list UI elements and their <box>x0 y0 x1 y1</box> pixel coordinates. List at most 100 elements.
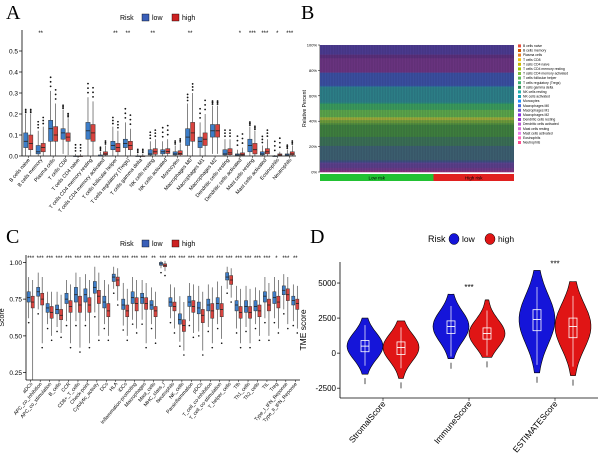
A-outlier-low <box>224 135 226 138</box>
A-outlier-high <box>154 132 157 135</box>
A-sig-10: ** <box>150 31 155 37</box>
A-outlier-low <box>24 110 27 112</box>
B-band-18 <box>320 163 514 169</box>
A-outlier-high <box>266 132 269 135</box>
B-band-12 <box>320 123 514 126</box>
A-outlier-low <box>161 135 164 138</box>
C-box-low <box>121 298 126 310</box>
A-outlier-low <box>124 116 127 119</box>
C-outlier-low <box>150 327 153 330</box>
C-box-low <box>140 292 144 304</box>
B-band-17 <box>320 162 514 164</box>
B-band-9 <box>320 117 514 118</box>
A-outlier-low <box>111 122 114 125</box>
C-outlier-low <box>94 315 96 318</box>
C-sig-19: *** <box>207 256 215 262</box>
A-outlier-low <box>124 107 127 110</box>
C-outlier-high <box>230 301 232 303</box>
A-legend-swatch-high <box>171 13 180 22</box>
A-outlier-high <box>179 140 182 143</box>
A-outlier-high <box>254 125 256 128</box>
B-legend-label-13: Macrophages M0 <box>523 104 549 108</box>
A-sig-20: * <box>276 31 279 37</box>
B-band-8 <box>320 109 514 118</box>
A-outlier-high <box>104 141 107 144</box>
C-outlier-low <box>179 345 181 347</box>
B-group-label-low: Low risk <box>368 176 385 181</box>
D-ylabel: TME score <box>298 309 308 350</box>
C-ytick-label-2: 0.75 <box>9 297 22 304</box>
A-outlier-high <box>92 91 94 94</box>
B-legend-swatch-6 <box>518 72 521 75</box>
A-outlier-low <box>74 149 77 152</box>
A-outlier-high <box>241 142 244 144</box>
A-outlier-high <box>166 129 169 132</box>
D-ytick-label-0: -2500 <box>316 384 337 393</box>
B-band-21 <box>320 170 514 173</box>
C-outlier-high <box>154 342 157 345</box>
A-outlier-low <box>236 144 239 147</box>
C-outlier-low <box>56 330 58 333</box>
C-box-low <box>26 291 31 303</box>
A-ytick-label-0: 0.0 <box>9 154 18 161</box>
B-legend-label-9: T cells gamma delta <box>523 85 553 89</box>
C-sig-22: *** <box>235 256 243 262</box>
B-legend-label-12: Monocytes <box>523 99 540 103</box>
C-outlier-low <box>226 292 228 295</box>
B-legend-swatch-15 <box>518 113 521 117</box>
D-legend-label-low: low <box>462 234 476 244</box>
A-ytick-label-2: 0.2 <box>9 112 18 119</box>
C-sig-5: *** <box>74 256 82 262</box>
A-outlier-high <box>216 103 219 105</box>
B-legend-swatch-9 <box>518 85 521 89</box>
A-outlier-high <box>278 141 281 144</box>
C-sig-14: *** <box>159 256 167 262</box>
B-legend-swatch-21 <box>518 141 521 144</box>
B-legend-label-2: Plasma cells <box>523 53 542 57</box>
A-outlier-low <box>149 137 152 140</box>
B-legend-label-16: Dendritic cells resting <box>523 118 555 122</box>
B-legend-label-20: Eosinophils <box>523 136 541 140</box>
B-legend-label-4: T cells CD4 naive <box>523 62 550 66</box>
A-outlier-low <box>199 116 201 119</box>
A-outlier-high <box>166 133 169 136</box>
C-outlier-high <box>145 346 147 349</box>
C-legend-label-low: low <box>152 241 163 248</box>
B-band-7 <box>320 103 514 111</box>
C-outlier-high <box>268 339 270 342</box>
A-outlier-low <box>24 111 27 114</box>
A-outlier-low <box>236 135 239 137</box>
A-outlier-high <box>67 114 70 117</box>
A-outlier-low <box>99 149 102 152</box>
A-outlier-high <box>204 99 207 102</box>
C-box-high <box>200 309 205 323</box>
D-inner-box-high <box>568 317 578 339</box>
C-xtick-label-8: DCs <box>99 381 110 393</box>
A-box-low <box>197 136 203 148</box>
B-band-11 <box>320 120 514 124</box>
C-outlier-high <box>211 346 214 349</box>
C-outlier-high <box>192 336 195 339</box>
A-outlier-high <box>42 122 45 125</box>
A-outlier-low <box>286 147 289 150</box>
A-box-low <box>48 120 53 142</box>
C-sig-11: *** <box>131 256 139 262</box>
D-sig-2: *** <box>550 259 559 268</box>
A-box-high <box>265 148 270 155</box>
B-legend-label-14: Macrophages M1 <box>523 108 549 112</box>
A-box-high <box>103 151 108 156</box>
A-outlier-low <box>186 96 189 99</box>
A-sig-7: ** <box>113 31 118 37</box>
A-outlier-low <box>136 151 139 154</box>
A-outlier-low <box>261 135 264 138</box>
A-outlier-low <box>111 119 114 122</box>
B-legend-swatch-20 <box>518 136 521 140</box>
C-outlier-low <box>75 324 77 327</box>
C-xtick-label-9: HLA <box>108 381 119 393</box>
A-outlier-high <box>54 98 57 100</box>
D-legend-label-high: high <box>498 234 514 244</box>
B-legend-swatch-8 <box>518 81 521 85</box>
A-outlier-high <box>129 123 132 126</box>
C-outlier-high <box>173 332 176 334</box>
B-group-label-high: High risk <box>465 176 483 181</box>
